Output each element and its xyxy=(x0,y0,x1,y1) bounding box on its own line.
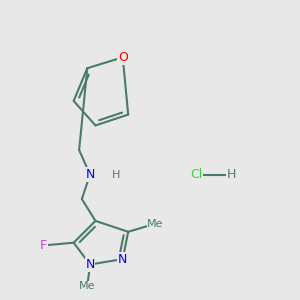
Text: Me: Me xyxy=(79,281,95,291)
Text: N: N xyxy=(118,253,128,266)
Text: H: H xyxy=(112,169,120,179)
Text: H: H xyxy=(227,168,236,181)
Text: O: O xyxy=(118,51,128,64)
Text: N: N xyxy=(85,168,95,181)
Text: F: F xyxy=(40,239,47,252)
Text: N: N xyxy=(85,258,95,271)
Text: Me: Me xyxy=(147,219,164,229)
Text: Cl: Cl xyxy=(190,168,202,181)
